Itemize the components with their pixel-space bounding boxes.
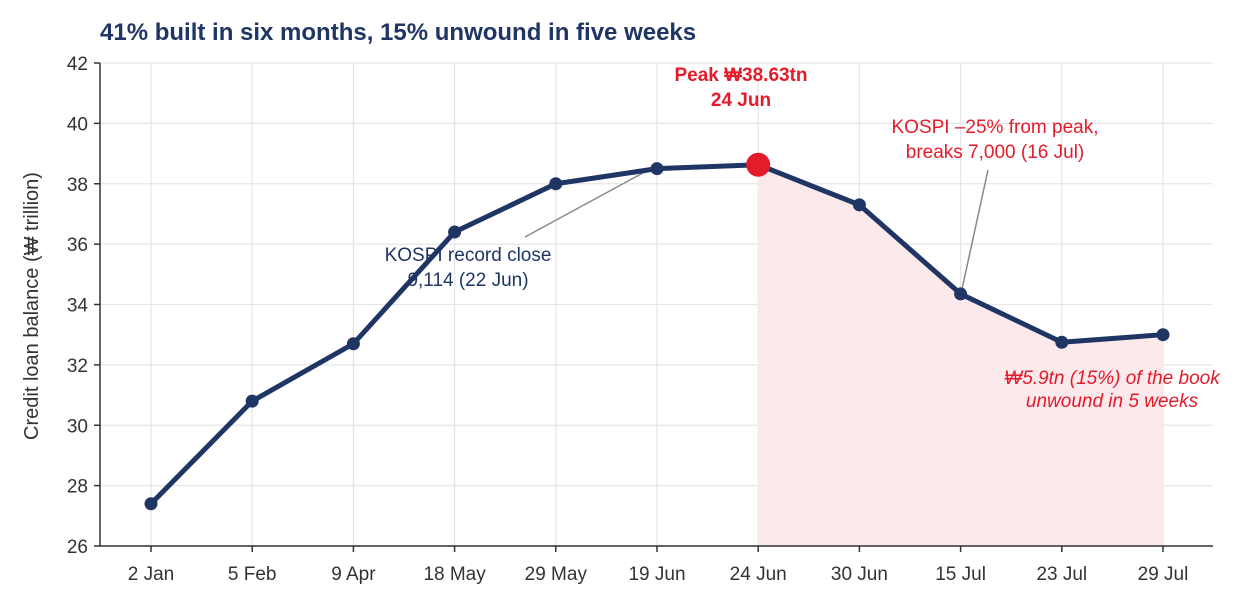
- kospi-record-label-line1: KOSPI record close: [385, 245, 552, 266]
- data-point: [144, 497, 158, 511]
- data-point: [346, 337, 360, 351]
- series-line-group: [144, 152, 1170, 511]
- x-tick-label: 29 Jul: [1138, 564, 1189, 585]
- x-tick-labels: 2 Jan 5 Feb 9 Apr 18 May 29 May 19 Jun 24 Jun 3…: [128, 546, 1189, 585]
- x-tick-label: 9 Apr: [331, 564, 376, 585]
- x-tick-label: 29 May: [525, 564, 588, 585]
- y-tick-label: 42: [67, 54, 88, 75]
- data-point: [1055, 335, 1069, 349]
- x-tick-label: 19 Jun: [628, 564, 685, 585]
- unwound-shaded-area: [758, 164, 1163, 546]
- x-tick-label: 15 Jul: [935, 564, 986, 585]
- data-point: [1156, 328, 1170, 342]
- peak-label-line1: Peak ₩38.63tn: [674, 65, 807, 86]
- unwound-label-line1: ₩5.9tn (15%) of the book: [1004, 368, 1221, 389]
- y-axis-label: Credit loan balance (₩ trillion): [21, 172, 43, 440]
- chart-title: 41% built in six months, 15% unwound in …: [100, 19, 696, 46]
- peak-point: [746, 152, 771, 177]
- x-tick-label: 5 Feb: [228, 564, 277, 585]
- y-tick-label: 26: [67, 537, 88, 558]
- y-tick-labels: 26 28 30 32 34 36 38 40 42: [67, 54, 100, 558]
- y-tick-label: 36: [67, 235, 88, 256]
- kospi-drop-label-line2: breaks 7,000 (16 Jul): [906, 142, 1085, 163]
- y-tick-label: 40: [67, 114, 88, 135]
- x-tick-label: 2 Jan: [128, 564, 174, 585]
- data-point: [650, 162, 664, 176]
- data-point: [448, 225, 462, 239]
- x-tick-label: 24 Jun: [730, 564, 787, 585]
- kospi-drop-leader-line: [961, 169, 989, 290]
- data-point: [954, 287, 968, 301]
- unwound-label-line2: unwound in 5 weeks: [1026, 391, 1199, 412]
- data-point: [245, 394, 259, 408]
- kospi-record-leader-line: [524, 167, 653, 238]
- kospi-drop-label-line1: KOSPI –25% from peak,: [892, 117, 1099, 138]
- y-tick-label: 28: [67, 477, 88, 498]
- x-tick-label: 30 Jun: [831, 564, 888, 585]
- x-tick-label: 18 May: [423, 564, 486, 585]
- x-tick-label: 23 Jul: [1036, 564, 1087, 585]
- y-tick-label: 32: [67, 356, 88, 377]
- y-tick-label: 30: [67, 416, 88, 437]
- y-tick-label: 34: [67, 296, 89, 317]
- peak-label-line2: 24 Jun: [711, 90, 771, 111]
- kospi-record-label-line2: 9,114 (22 Jun): [407, 270, 528, 291]
- data-point: [852, 198, 866, 212]
- y-tick-label: 38: [67, 175, 88, 196]
- data-point: [549, 177, 563, 191]
